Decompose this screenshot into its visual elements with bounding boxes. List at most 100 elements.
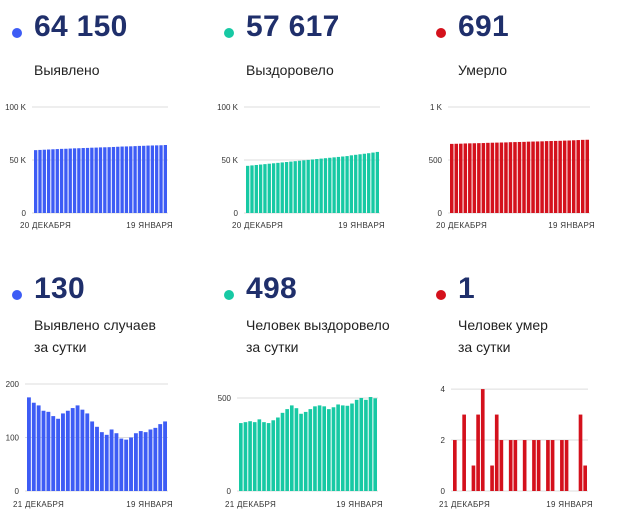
bar — [471, 465, 476, 491]
bar — [262, 422, 266, 491]
bar — [137, 145, 142, 213]
confirmed-daily-chart: 0 100 200 21 ДЕКАБРЯ 19 ЯНВАРЯ — [6, 380, 173, 509]
bar — [453, 440, 457, 491]
bar — [480, 389, 485, 491]
bar — [508, 142, 513, 213]
y-tick-label: 0 — [441, 487, 446, 496]
bar — [550, 440, 555, 491]
bar — [133, 146, 137, 213]
deaths-dot-icon — [436, 290, 446, 300]
deaths-dot-icon — [436, 28, 446, 38]
bar — [163, 145, 167, 213]
bar — [336, 156, 341, 213]
bar — [526, 141, 531, 213]
bar — [75, 405, 80, 491]
bar — [463, 143, 468, 213]
bar — [143, 432, 148, 491]
bar — [38, 149, 42, 213]
bar — [280, 162, 284, 213]
bar — [571, 140, 576, 213]
bar — [107, 147, 111, 213]
bar — [308, 409, 313, 491]
bar — [27, 397, 31, 491]
bar — [81, 148, 85, 213]
bar — [294, 408, 299, 491]
confirmed-total-label: Выявлено — [34, 62, 100, 78]
bar — [340, 405, 345, 491]
bar — [124, 439, 129, 491]
bar — [36, 405, 41, 491]
bar — [266, 423, 271, 491]
x-end-label: 19 ЯНВАРЯ — [546, 500, 593, 509]
bar — [349, 155, 354, 213]
bar — [85, 147, 90, 213]
bar — [583, 465, 587, 491]
bar — [532, 440, 536, 491]
bar — [350, 403, 354, 491]
bar — [129, 146, 133, 213]
deaths-total-label: Умерло — [458, 62, 508, 78]
bar — [80, 409, 85, 491]
bar — [56, 418, 61, 491]
recovered-dot-icon — [224, 28, 234, 38]
bar — [373, 398, 377, 491]
bar — [468, 143, 472, 213]
bar — [111, 146, 116, 213]
bar — [271, 420, 276, 491]
bar — [536, 440, 541, 491]
y-tick-label: 0 — [22, 209, 27, 218]
bar — [267, 163, 271, 213]
bar — [486, 142, 490, 213]
bar — [148, 429, 153, 491]
recovered-daily-chart: 0 500 21 ДЕКАБРЯ 19 ЯНВАРЯ — [218, 394, 383, 509]
bar — [104, 434, 109, 491]
bar — [477, 143, 481, 213]
y-tick-label: 1 K — [430, 103, 443, 112]
confirmed-daily-number: 130 — [34, 272, 85, 305]
bar — [124, 146, 129, 213]
bar — [99, 432, 104, 491]
bar — [276, 162, 280, 213]
confirmed-dot-icon — [12, 28, 22, 38]
bar — [576, 140, 580, 213]
y-tick-label: 0 — [438, 209, 443, 218]
bar — [46, 411, 51, 491]
bar — [252, 422, 257, 491]
bar — [303, 411, 308, 491]
bar — [580, 139, 585, 213]
bar — [517, 141, 522, 213]
bar — [481, 143, 486, 213]
deaths-daily-number: 1 — [458, 272, 475, 305]
y-tick-label: 0 — [227, 487, 232, 496]
bar — [90, 421, 95, 491]
bar — [55, 149, 59, 213]
confirmed-total-number: 64 150 — [34, 10, 128, 43]
bar — [462, 414, 466, 491]
bar — [327, 409, 331, 491]
bar — [336, 404, 340, 491]
bar — [354, 399, 359, 491]
bar — [248, 421, 252, 491]
bar — [508, 440, 513, 491]
bar — [285, 409, 289, 491]
deaths-daily-label-line2: за сутки — [458, 339, 511, 355]
bar — [535, 141, 540, 213]
x-start-label: 20 ДЕКАБРЯ — [436, 221, 487, 230]
bar — [116, 146, 120, 213]
bar — [280, 412, 285, 491]
bar — [585, 139, 589, 213]
bar — [522, 141, 526, 213]
bar — [553, 140, 558, 213]
confirmed-daily-label-line2: за сутки — [34, 339, 87, 355]
bar — [306, 159, 310, 213]
confirmed-daily-label-line1: Выявлено случаев — [34, 317, 156, 333]
bar — [476, 414, 480, 491]
bar — [163, 421, 167, 491]
recovered-daily-label-line2: за сутки — [246, 339, 299, 355]
bar — [562, 140, 567, 213]
bar — [31, 402, 36, 491]
bar — [94, 147, 98, 213]
x-end-label: 19 ЯНВАРЯ — [338, 221, 385, 230]
bar — [302, 160, 306, 213]
